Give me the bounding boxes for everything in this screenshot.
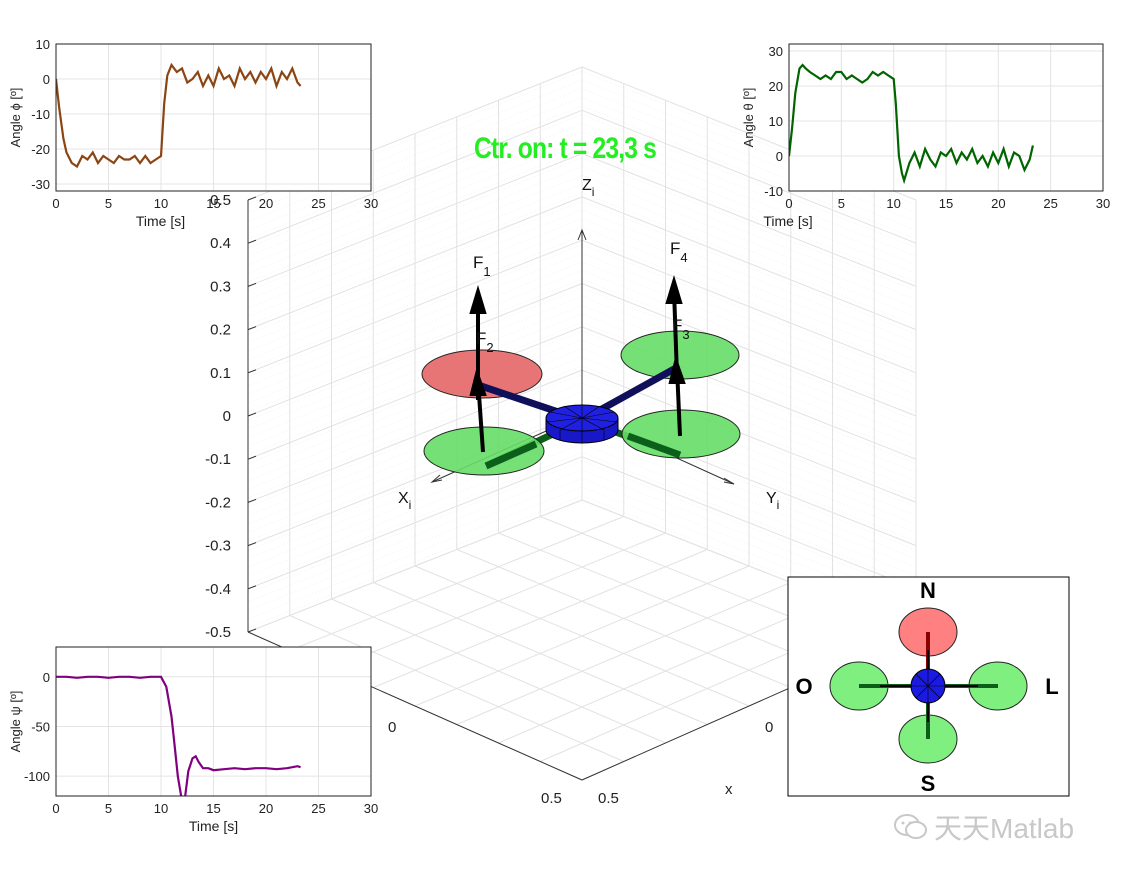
rotor-1 bbox=[421, 349, 543, 399]
thrust-vectors bbox=[469, 275, 686, 453]
z-tick-mark bbox=[247, 239, 257, 244]
bottom-tick-right-end: 0.5 bbox=[598, 790, 619, 807]
axis-label-z: Zi bbox=[582, 177, 594, 199]
force-label-4: F4 bbox=[670, 239, 688, 265]
z-tick-label: -0.2 bbox=[205, 494, 231, 511]
z-tick-mark bbox=[247, 498, 257, 503]
chat-bubble-icon bbox=[894, 814, 927, 839]
z-tick-mark bbox=[247, 455, 257, 460]
scene-z-ticks: 0.5 0.4 0.3 0.2 0.1 0 -0.1 -0.2 -0.3 -0.4 -0.5 bbox=[205, 192, 257, 641]
z-tick-label: 0.4 bbox=[210, 235, 231, 252]
z-tick-label: 0.2 bbox=[210, 322, 231, 339]
z-tick-label: -0.5 bbox=[205, 624, 231, 641]
z-tick-mark bbox=[247, 412, 257, 417]
z-tick-label: -0.3 bbox=[205, 538, 231, 555]
z-tick-label: -0.4 bbox=[205, 581, 231, 598]
bottom-tick-right-0: 0 bbox=[765, 719, 773, 736]
control-status-text: Ctr. on: t = 23,3 s bbox=[474, 132, 657, 165]
quadrotor-body bbox=[545, 404, 619, 444]
quadrotor bbox=[421, 275, 741, 476]
scene-grid bbox=[247, 66, 917, 781]
z-tick-mark bbox=[247, 542, 257, 547]
z-tick-label: 0 bbox=[223, 408, 231, 425]
force-label-1: F1 bbox=[473, 253, 491, 279]
axis-label-x: Xi bbox=[398, 490, 411, 512]
z-tick-label: 0.3 bbox=[210, 278, 231, 295]
z-tick-mark bbox=[247, 585, 257, 590]
bottom-tick-left-end: 0.5 bbox=[541, 790, 562, 807]
z-tick-mark bbox=[247, 282, 257, 287]
z-tick-mark bbox=[247, 326, 257, 331]
z-tick-mark bbox=[247, 369, 257, 374]
axis-label-y: Yi bbox=[766, 490, 779, 512]
bottom-axis-x-label: x bbox=[725, 781, 733, 798]
z-tick-label: -0.1 bbox=[205, 451, 231, 468]
z-tick-mark bbox=[247, 628, 257, 633]
bottom-tick-left-0: 0 bbox=[388, 719, 396, 736]
watermark-text: 天天Matlab bbox=[934, 813, 1075, 844]
z-tick-label: 0.1 bbox=[210, 365, 231, 382]
z-tick-label: 0.5 bbox=[210, 192, 231, 209]
force-label-2: F2 bbox=[476, 329, 494, 355]
z-tick-mark bbox=[247, 196, 257, 201]
force-label-3: F3 bbox=[672, 316, 690, 342]
watermark: 天天Matlab bbox=[894, 807, 1074, 847]
